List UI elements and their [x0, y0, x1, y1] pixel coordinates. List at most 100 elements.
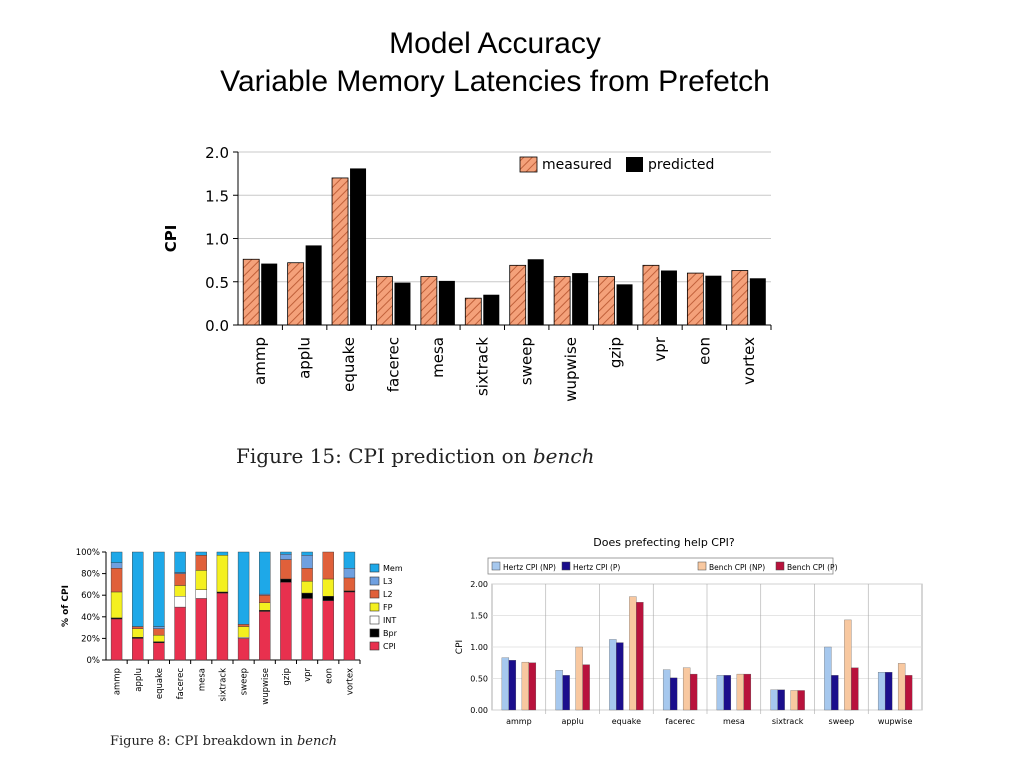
legend-label-predicted: predicted	[648, 157, 714, 173]
y-tick-label: 2.00	[470, 580, 488, 589]
legend-label: Bench CPI (P)	[787, 563, 838, 572]
x-tick-label: ammp	[113, 668, 123, 695]
legend-swatch	[369, 589, 380, 599]
figure-15-caption-text: Figure 15: CPI prediction on	[236, 444, 533, 468]
bar-predicted	[660, 270, 677, 325]
bar	[629, 596, 637, 711]
cpi-breakdown-chart: 0% 20% 40% 60% 80% 100% % of CPI ammp applu equak…	[61, 548, 403, 705]
figure-8-caption: Figure 8: CPI breakdown in bench	[110, 734, 337, 749]
stack-segment	[110, 568, 123, 593]
bar-predicted	[261, 263, 278, 325]
bar	[831, 675, 839, 711]
stack-segment	[301, 551, 313, 556]
legend-label: Mem	[383, 564, 403, 573]
stack-segment	[280, 551, 292, 555]
legend-label: L3	[383, 577, 393, 586]
x-tick-label: eon	[695, 337, 713, 365]
legend-swatch	[369, 563, 380, 573]
legend-swatch	[491, 561, 501, 571]
y-tick-label: 40%	[81, 613, 100, 623]
x-tick-label: gzip	[607, 337, 625, 368]
bar-measured	[242, 258, 260, 326]
bar-predicted	[438, 280, 455, 325]
chart-title: Does prefecting help CPI?	[593, 536, 735, 549]
legend-swatch	[561, 561, 571, 571]
bar	[770, 689, 778, 711]
x-tick-label: wupwise	[562, 337, 580, 402]
x-tick-label: sixtrack	[218, 668, 228, 702]
bar	[884, 672, 893, 711]
bar-predicted	[616, 284, 633, 325]
bar-measured	[464, 297, 482, 326]
stack-segment	[132, 638, 144, 661]
x-tick-label: facerec	[384, 337, 402, 392]
stack-segment	[153, 628, 165, 636]
bar	[636, 602, 644, 711]
y-tick-label: 80%	[81, 570, 100, 580]
bar-predicted	[572, 273, 589, 325]
bar-measured	[287, 262, 305, 326]
legend-swatch	[775, 561, 785, 571]
bar	[528, 662, 537, 711]
bar	[669, 677, 678, 711]
stack-segment	[174, 551, 186, 573]
stack-segment	[322, 578, 334, 597]
stack-segment	[343, 591, 356, 661]
stack-segment	[259, 551, 271, 595]
bar-predicted	[350, 168, 367, 325]
stack-segment	[174, 585, 186, 597]
stack-segment	[132, 626, 144, 629]
legend-swatch	[369, 602, 380, 612]
legend-label: Hertz CPI (NP)	[503, 563, 556, 572]
bar	[562, 675, 570, 711]
x-tick-label: wupwise	[878, 717, 913, 726]
legend-swatch-predicted	[626, 157, 643, 172]
bar-measured	[642, 264, 660, 326]
stack-segment	[301, 555, 313, 569]
x-tick-label: gzip	[282, 668, 292, 686]
x-tick-label: applu	[296, 337, 314, 379]
stack-segment	[216, 551, 229, 556]
stack-segment	[301, 598, 313, 661]
x-tick-label: mesa	[429, 337, 447, 378]
bar	[797, 690, 805, 711]
stack-segment	[153, 626, 165, 629]
stack-segment	[280, 582, 292, 661]
x-tick-label: applu	[561, 717, 583, 726]
stack-segment	[110, 591, 123, 619]
stack-segment	[216, 555, 229, 593]
x-tick-label: facerec	[176, 668, 186, 700]
x-tick-label: vpr	[303, 667, 313, 681]
stack-segment	[195, 589, 207, 599]
x-tick-label: sweep	[240, 668, 250, 695]
bar-measured	[509, 264, 527, 326]
bar	[609, 639, 617, 711]
stack-segment	[195, 555, 207, 571]
stack-segment	[237, 626, 250, 638]
bar-measured	[686, 272, 704, 326]
figure-8-caption-text: Figure 8: CPI breakdown in	[110, 734, 297, 749]
legend-label: L2	[383, 590, 393, 599]
bar-predicted	[394, 282, 411, 325]
stack-segment	[301, 580, 313, 594]
legend-swatch	[369, 615, 380, 625]
x-tick-label: sweep	[829, 717, 855, 726]
y-tick-label: 2.0	[205, 144, 229, 162]
stack-segment	[343, 568, 356, 579]
legend-swatch	[369, 641, 380, 651]
y-tick-label: 1.0	[205, 231, 229, 249]
prefetch-help-chart: Does prefecting help CPI?Hertz CPI (NP) H…	[455, 536, 923, 726]
stack-segment	[259, 611, 271, 661]
stack-segment	[195, 598, 207, 661]
stack-segment	[280, 559, 292, 580]
y-tick-label: 60%	[81, 591, 100, 601]
stack-segment	[195, 551, 207, 556]
y-tick-label: 1.5	[205, 187, 229, 205]
bar-measured	[553, 276, 571, 326]
stack-segment	[343, 551, 356, 569]
y-tick-label: 0.0	[205, 317, 229, 335]
stack-segment	[216, 592, 229, 661]
stack-segment	[195, 570, 207, 591]
legend-label: CPI	[383, 642, 396, 651]
bar	[777, 689, 785, 711]
